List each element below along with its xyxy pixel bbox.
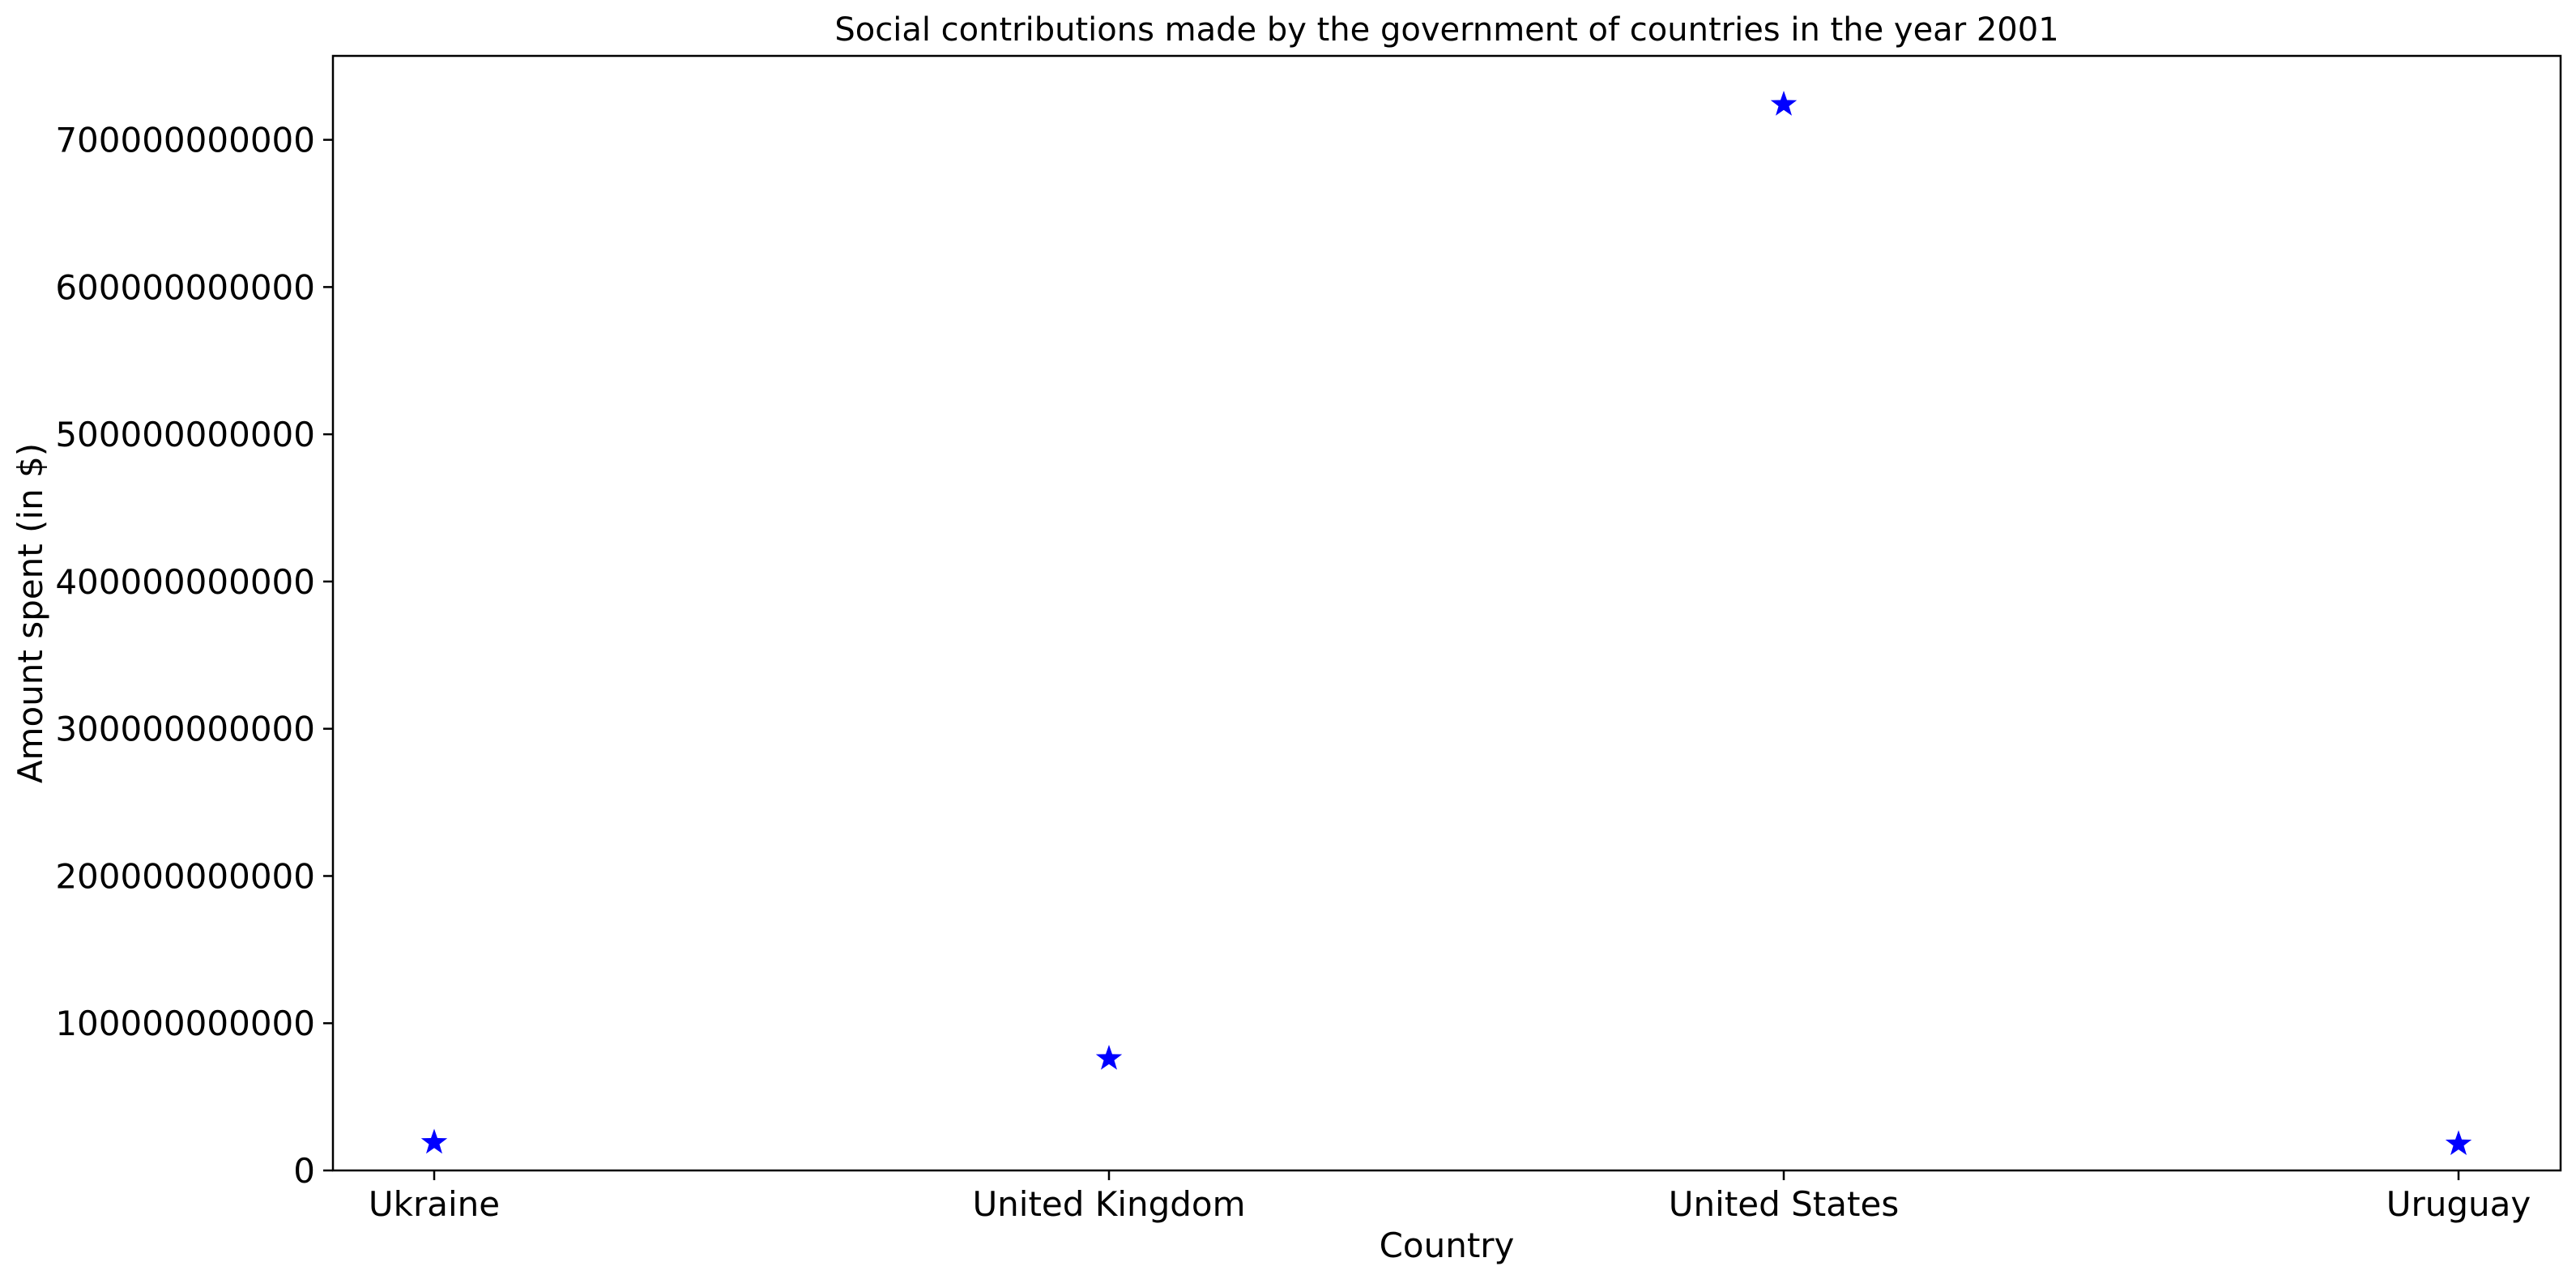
data-point-star (2445, 1130, 2472, 1155)
data-point-star (420, 1128, 448, 1154)
data-points (420, 91, 2472, 1155)
y-tick-label: 500000000000 (55, 415, 315, 454)
plot-area-frame (331, 54, 2562, 1172)
data-point-star (1095, 1044, 1123, 1070)
data-point-star (1770, 91, 1798, 116)
y-tick-label: 0 (293, 1151, 315, 1191)
y-tick-label: 700000000000 (55, 121, 315, 160)
y-tick-label: 600000000000 (55, 267, 315, 307)
y-tick-label: 100000000000 (55, 1004, 315, 1043)
x-axis-label: Country (1380, 1226, 1515, 1265)
y-axis-label: Amount spent (in $) (11, 443, 50, 783)
y-tick-label: 300000000000 (55, 710, 315, 749)
y-tick-label: 200000000000 (55, 856, 315, 896)
x-tick-label: United States (1669, 1184, 1899, 1224)
y-axis: 0 100000000000 200000000000 300000000000 400… (55, 121, 333, 1191)
x-tick-label: Ukraine (369, 1184, 500, 1224)
x-tick-label: Uruguay (2386, 1184, 2531, 1224)
x-tick-label: United Kingdom (972, 1184, 1245, 1224)
y-tick-label: 400000000000 (55, 562, 315, 602)
x-axis: Ukraine United Kingdom United States Urugua… (369, 1170, 2531, 1224)
chart-title: Social contributions made by the governm… (834, 11, 2058, 49)
